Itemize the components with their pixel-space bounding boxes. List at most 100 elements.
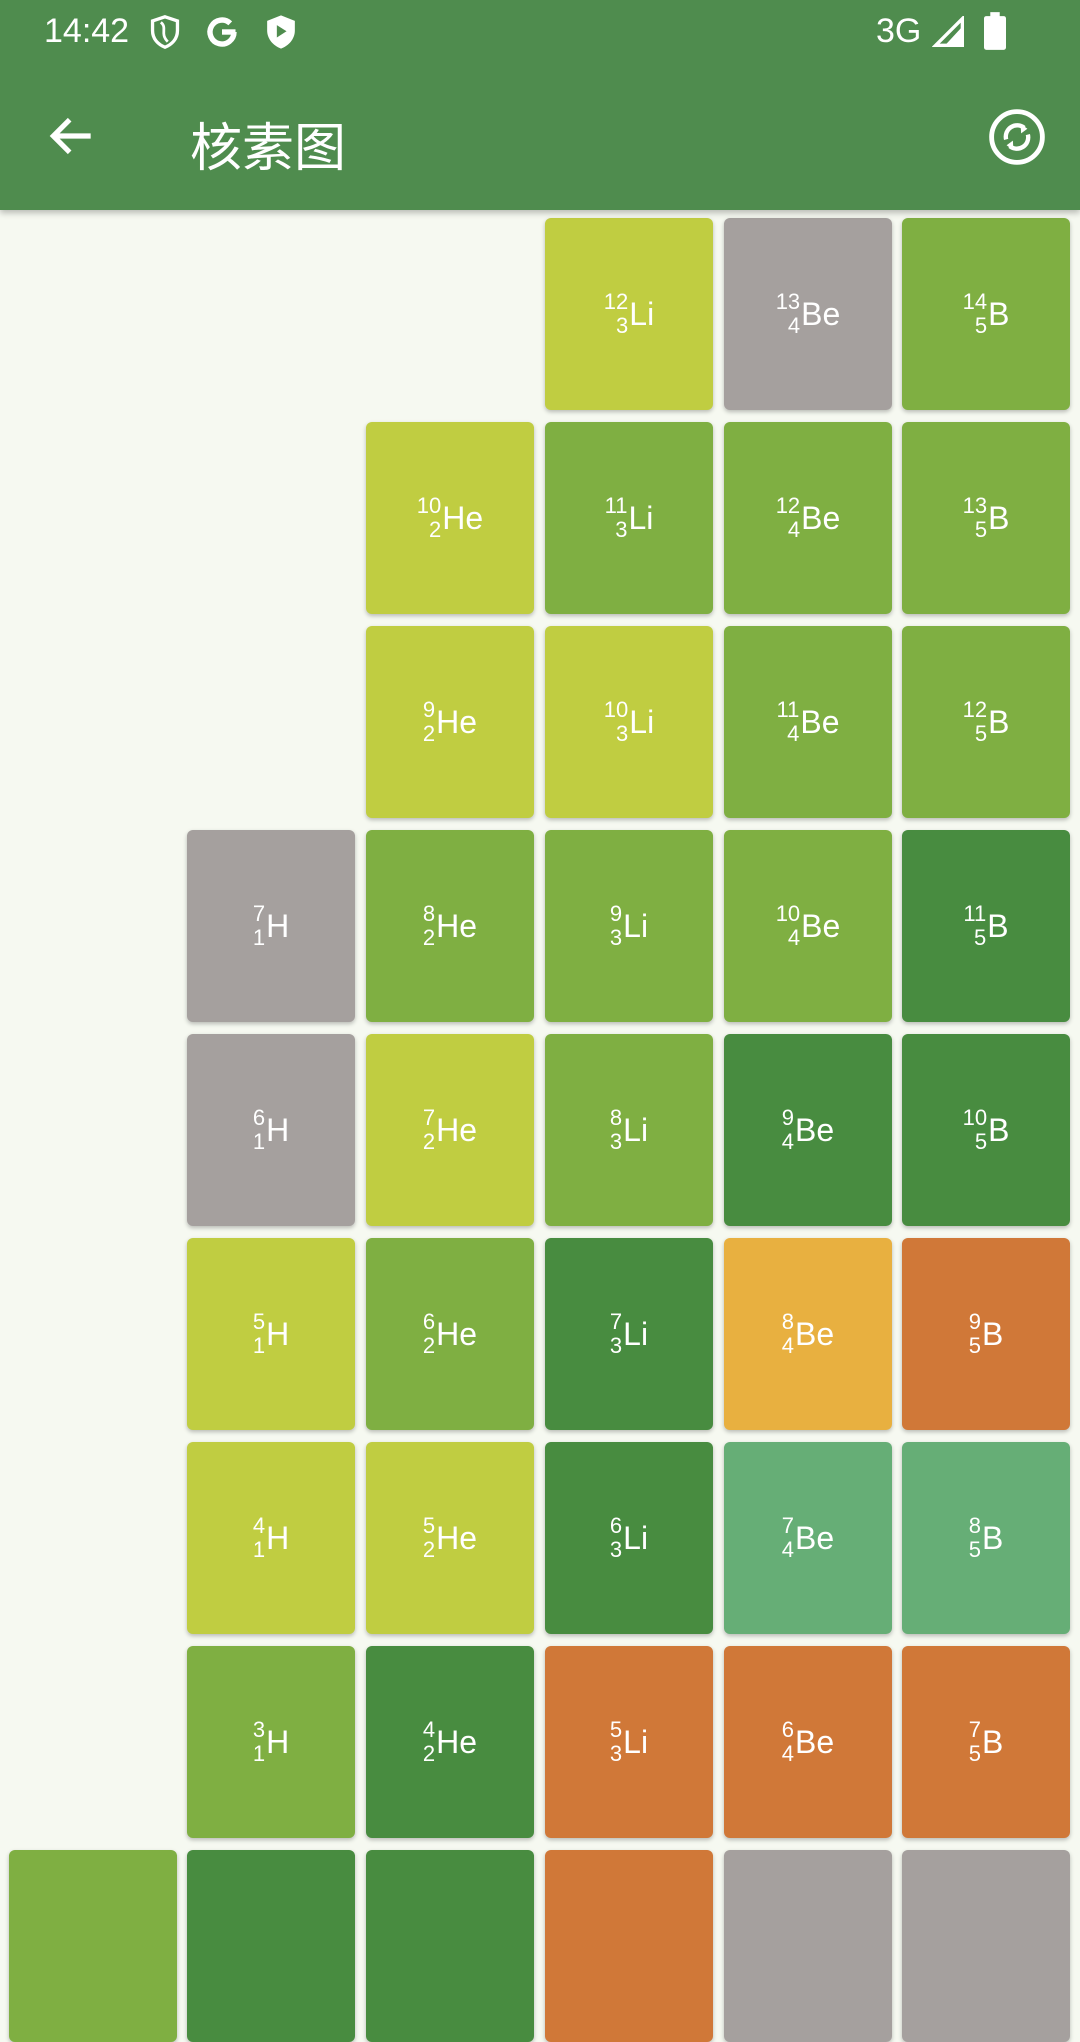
mass-number: 11: [963, 901, 987, 926]
nuclide-cell[interactable]: 8 2 He: [366, 830, 534, 1022]
element-symbol: H: [266, 1723, 290, 1760]
nuclide-cell[interactable]: [724, 1850, 892, 2042]
nuclide-cell[interactable]: 8 4 Be: [724, 1238, 892, 1430]
atomic-number: 1: [252, 1741, 266, 1766]
atomic-number: 4: [781, 1129, 795, 1154]
nuclide-cell[interactable]: 9 2 He: [366, 626, 534, 818]
atomic-number: 1: [252, 1129, 266, 1154]
atomic-number: 3: [609, 1129, 623, 1154]
nuclide-cell[interactable]: 9 4 Be: [724, 1034, 892, 1226]
atomic-number: 3: [609, 1333, 623, 1358]
nuclide-cell[interactable]: 4 2 He: [366, 1646, 534, 1838]
nuclide-cell[interactable]: 11 4 Be: [724, 626, 892, 818]
nuclide-cell[interactable]: 5 3 Li: [545, 1646, 713, 1838]
element-symbol: B: [981, 1519, 1004, 1556]
mass-number: 7: [252, 901, 266, 926]
page-title: 核素图: [190, 120, 347, 178]
mass-number: 4: [422, 1717, 436, 1742]
nuclide-cell[interactable]: [9, 1850, 177, 2042]
mass-number: 6: [781, 1717, 795, 1742]
atomic-number: 5: [974, 1129, 988, 1154]
atomic-number: 4: [787, 721, 800, 746]
mass-number: 13: [962, 493, 988, 518]
atomic-number: 4: [787, 517, 801, 542]
nuclide-label: 12 3 Li: [604, 290, 654, 338]
mass-number: 7: [609, 1309, 623, 1334]
nuclide-label: 10 5 B: [963, 1106, 1010, 1154]
atomic-number: 3: [615, 517, 628, 542]
atomic-number: 2: [429, 517, 442, 542]
atomic-number: 5: [968, 1333, 981, 1358]
nuclide-cell[interactable]: 11 5 B: [902, 830, 1070, 1022]
element-symbol: Be: [801, 499, 841, 536]
nuclide-cell[interactable]: 7 2 He: [366, 1034, 534, 1226]
element-symbol: H: [266, 1315, 290, 1352]
atomic-number: 2: [422, 1333, 436, 1358]
refresh-circle-icon[interactable]: [988, 108, 1046, 166]
nuclide-cell[interactable]: 7 4 Be: [724, 1442, 892, 1634]
nuclide-cell[interactable]: [366, 1850, 534, 2042]
nuclide-cell[interactable]: [545, 1850, 713, 2042]
atomic-number: 5: [974, 313, 988, 338]
mass-number: 14: [962, 289, 988, 314]
nuclide-label: 4 2 He: [423, 1718, 477, 1766]
nuclide-cell[interactable]: 12 5 B: [902, 626, 1070, 818]
nuclide-label: 5 3 Li: [610, 1718, 648, 1766]
mass-number: 5: [422, 1513, 436, 1538]
atomic-number: 3: [609, 925, 623, 950]
nuclide-cell[interactable]: 11 3 Li: [545, 422, 713, 614]
nuclide-cell[interactable]: 12 4 Be: [724, 422, 892, 614]
atomic-number: 2: [422, 1741, 436, 1766]
nuclide-cell[interactable]: 12 3 Li: [545, 218, 713, 410]
nuclide-cell[interactable]: 14 5 B: [902, 218, 1070, 410]
element-symbol: Be: [800, 703, 840, 740]
shield-icon: [150, 15, 180, 50]
element-symbol: Li: [623, 907, 649, 944]
nuclide-cell[interactable]: [187, 1850, 355, 2042]
atomic-number: 5: [974, 721, 988, 746]
nuclide-cell[interactable]: 7 3 Li: [545, 1238, 713, 1430]
element-symbol: He: [436, 1315, 478, 1352]
mass-number: 8: [422, 901, 436, 926]
mass-number: 13: [775, 289, 801, 314]
mass-number: 7: [781, 1513, 795, 1538]
nuclide-cell[interactable]: 5 2 He: [366, 1442, 534, 1634]
mass-number: 11: [776, 697, 800, 722]
element-symbol: Li: [623, 1315, 649, 1352]
nuclide-cell[interactable]: 6 2 He: [366, 1238, 534, 1430]
nuclide-cell[interactable]: 9 3 Li: [545, 830, 713, 1022]
arrow-back-icon[interactable]: [44, 108, 100, 164]
nuclide-cell[interactable]: 8 3 Li: [545, 1034, 713, 1226]
atomic-number: 3: [616, 721, 629, 746]
nuclide-cell[interactable]: [902, 1850, 1070, 2042]
nuclide-label: 14 5 B: [963, 290, 1010, 338]
atomic-number: 4: [787, 313, 801, 338]
element-symbol: Be: [795, 1315, 835, 1352]
nuclide-cell[interactable]: 10 5 B: [902, 1034, 1070, 1226]
nuclide-cell[interactable]: 10 2 He: [366, 422, 534, 614]
element-symbol: He: [436, 703, 478, 740]
nuclide-cell[interactable]: 13 4 Be: [724, 218, 892, 410]
nuclide-cell[interactable]: 10 4 Be: [724, 830, 892, 1022]
element-symbol: He: [436, 1723, 478, 1760]
nuclide-cell[interactable]: 13 5 B: [902, 422, 1070, 614]
nuclide-label: 9 3 Li: [610, 902, 648, 950]
element-symbol: Li: [629, 295, 655, 332]
nuclide-cell[interactable]: 6 4 Be: [724, 1646, 892, 1838]
nuclide-label: 7 2 He: [423, 1106, 477, 1154]
nuclide-cell[interactable]: 10 3 Li: [545, 626, 713, 818]
element-symbol: B: [981, 1315, 1004, 1352]
nuclide-cell[interactable]: 6 3 Li: [545, 1442, 713, 1634]
